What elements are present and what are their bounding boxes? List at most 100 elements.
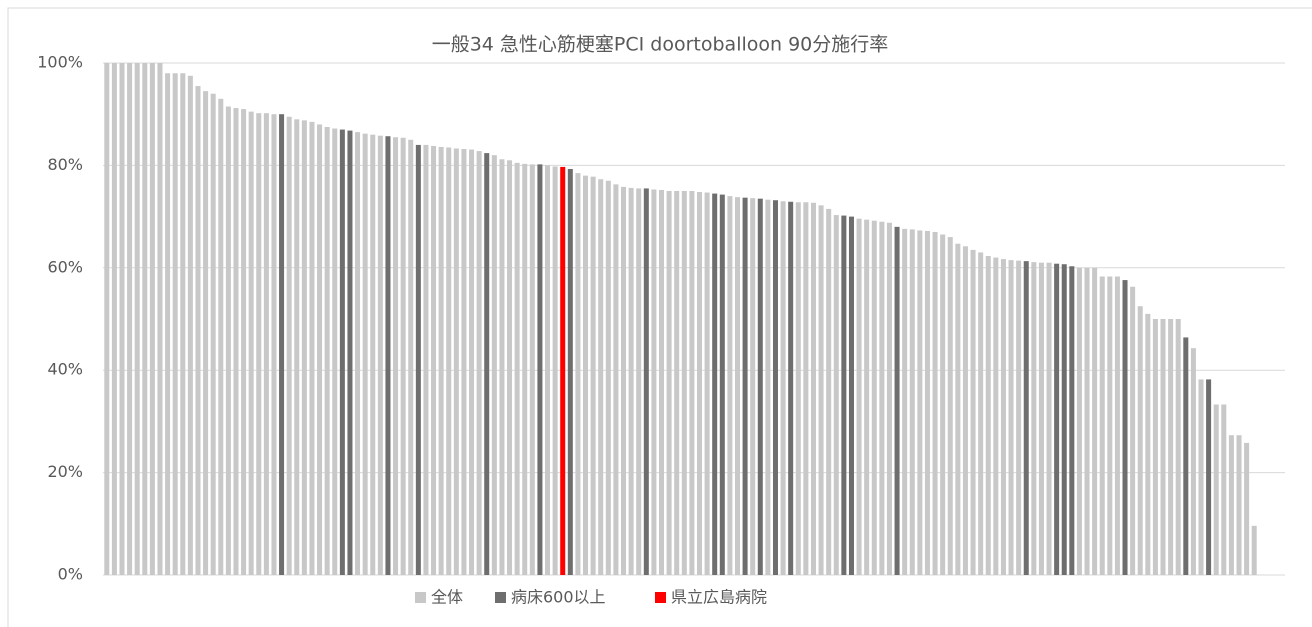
chart-title: 一般34 急性心筋梗塞PCI doortoballoon 90分施行率 — [432, 34, 889, 56]
chart-frame — [7, 7, 1312, 627]
bar — [1145, 313, 1151, 575]
bar — [909, 229, 915, 575]
bar — [712, 193, 718, 575]
bar — [1236, 435, 1242, 575]
bar — [1000, 259, 1006, 575]
bar — [355, 132, 361, 575]
bar — [598, 179, 604, 575]
bar — [985, 256, 991, 575]
bar — [362, 133, 368, 575]
bar — [780, 201, 786, 576]
y-tick-label: 40% — [47, 360, 83, 379]
bar — [978, 252, 984, 575]
bar — [127, 63, 133, 575]
bar — [1107, 276, 1113, 575]
bar — [871, 220, 877, 576]
y-tick-label: 80% — [47, 155, 83, 174]
bar — [111, 63, 117, 575]
bar — [142, 63, 148, 575]
bar — [605, 180, 611, 575]
bar — [879, 221, 885, 575]
bar — [187, 75, 193, 576]
bar — [339, 129, 345, 575]
bar — [1183, 337, 1189, 575]
bar — [1031, 262, 1037, 575]
bar — [104, 63, 110, 575]
bar — [666, 191, 672, 575]
bar — [643, 188, 649, 575]
bar — [1228, 435, 1234, 575]
bar — [932, 231, 938, 575]
bar — [1076, 267, 1082, 575]
bar — [856, 218, 862, 575]
bar — [1152, 319, 1158, 575]
bar — [621, 186, 627, 576]
bar — [651, 189, 657, 576]
y-tick-label: 100% — [37, 53, 83, 72]
bar — [924, 230, 930, 575]
bar — [347, 130, 353, 576]
bar — [507, 160, 513, 575]
legend-label: 全体 — [431, 588, 463, 607]
bar — [195, 86, 201, 575]
bar — [1046, 262, 1052, 575]
bar — [332, 128, 338, 575]
bar — [1160, 319, 1166, 575]
legend-swatch — [495, 592, 506, 603]
bar — [165, 73, 171, 576]
bar — [864, 219, 870, 575]
bar — [628, 187, 634, 576]
bar — [1137, 306, 1143, 575]
bar — [271, 114, 277, 575]
bar — [1206, 379, 1212, 575]
bar — [1084, 267, 1090, 575]
bar — [324, 127, 330, 575]
bar — [423, 144, 429, 576]
bar — [658, 189, 665, 575]
bar — [241, 109, 247, 575]
bar — [1023, 261, 1029, 575]
bar — [248, 111, 254, 575]
bar — [400, 137, 406, 575]
bar — [833, 215, 839, 575]
bar — [210, 93, 216, 575]
bar — [1114, 276, 1120, 575]
legend-label: 病床600以上 — [511, 588, 606, 607]
bar — [529, 164, 535, 575]
bar — [575, 173, 581, 575]
bar — [453, 148, 459, 575]
bar — [772, 200, 778, 575]
bar — [993, 257, 999, 575]
legend-label: 県立広島病院 — [671, 588, 767, 607]
bar — [1099, 276, 1105, 575]
bar — [757, 198, 763, 575]
bar — [1168, 319, 1174, 575]
bar — [431, 145, 437, 575]
bar — [750, 198, 756, 575]
y-tick-label: 60% — [47, 257, 83, 276]
bar — [537, 164, 543, 575]
bar — [1175, 319, 1181, 575]
bar — [461, 149, 467, 576]
bar — [514, 162, 520, 575]
bar — [476, 151, 482, 575]
bar — [119, 63, 125, 575]
bar — [286, 116, 292, 575]
bar — [180, 73, 186, 576]
bar — [1069, 266, 1075, 575]
bar — [545, 165, 551, 575]
bar — [522, 163, 528, 575]
bar — [818, 205, 824, 575]
bar — [1092, 267, 1098, 575]
bar — [886, 222, 892, 575]
bar — [613, 184, 619, 575]
bar — [940, 234, 946, 575]
bar — [484, 153, 490, 575]
bar — [233, 108, 239, 575]
bar — [157, 63, 163, 575]
bar — [894, 226, 900, 575]
bar — [962, 246, 968, 575]
bar — [765, 199, 771, 576]
bar — [567, 168, 573, 575]
bar — [225, 106, 231, 576]
